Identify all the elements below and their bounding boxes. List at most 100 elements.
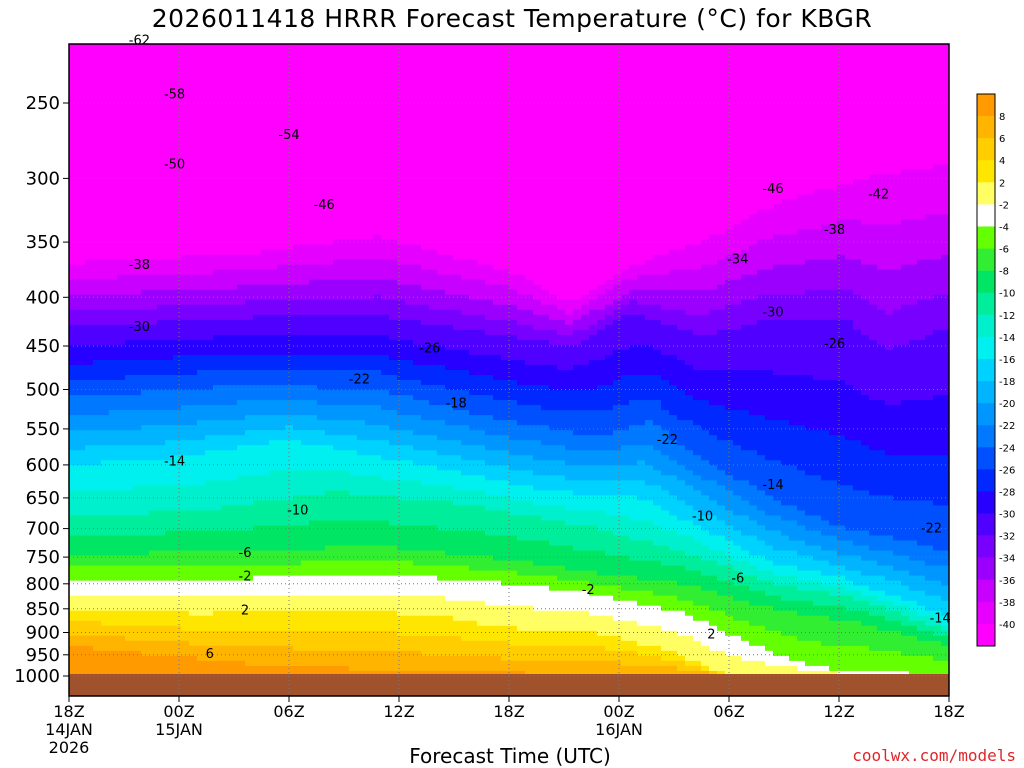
contour-label: -50: [164, 157, 185, 172]
colorbar-label: 6: [999, 134, 1005, 145]
colorbar-swatch: [977, 204, 995, 227]
contour-label: -14: [930, 611, 951, 626]
colorbar-swatch: [977, 425, 995, 448]
colorbar-swatch: [977, 579, 995, 603]
contour-label: -22: [349, 373, 370, 388]
colorbar-label: -8: [999, 267, 1009, 278]
x-axis-label: Forecast Time (UTC): [409, 744, 611, 768]
colorbar-label: 4: [999, 156, 1005, 167]
contour-label: 6: [206, 647, 214, 662]
x-tick-label: 12Z: [383, 702, 414, 721]
contour-label: -26: [824, 337, 845, 352]
colorbar-label: -4: [999, 223, 1009, 234]
colorbar-swatch: [977, 336, 995, 360]
contour-label: -26: [419, 342, 440, 357]
colorbar-swatch: [977, 469, 995, 492]
colorbar-label: -26: [999, 465, 1015, 476]
contour-label: -10: [692, 510, 713, 525]
x-tick-sublabel: 16JAN: [595, 720, 643, 739]
y-tick-label: 850: [26, 599, 60, 620]
colorbar-label: -24: [999, 443, 1015, 454]
contour-label: -14: [762, 478, 783, 493]
colorbar-swatch: [977, 403, 995, 426]
colorbar-label: 2: [999, 178, 1005, 189]
contour-label: -14: [164, 454, 185, 469]
x-tick-label: 00Z: [163, 702, 194, 721]
contour-label: -30: [129, 320, 150, 335]
contour-label: -30: [762, 306, 783, 321]
chart-title: 2026011418 HRRR Forecast Temperature (°C…: [151, 4, 873, 33]
colorbar-swatch: [977, 535, 995, 558]
contour-label: -38: [129, 258, 150, 273]
x-tick-sublabel: 2026: [49, 738, 90, 757]
x-tick-label: 06Z: [273, 702, 304, 721]
contour-label: -38: [824, 223, 845, 238]
colorbar-swatch: [977, 491, 995, 514]
contour-label: -10: [287, 504, 308, 519]
y-tick-label: 700: [26, 519, 60, 540]
y-axis: 250 300 350 400 450 500 550 600 650 700 750 800 850 9…: [14, 93, 69, 687]
colorbar-swatch: [977, 226, 995, 249]
contour-labels: -62-58-54-50-46-46 -42-38-38-34-30-30-26-…: [129, 34, 951, 662]
temperature-field: [69, 44, 949, 696]
colorbar-label: 8: [999, 112, 1005, 123]
x-tick-label: 06Z: [713, 702, 744, 721]
y-tick-label: 900: [26, 623, 60, 644]
contour-label: -46: [762, 182, 783, 197]
colorbar-swatch: [977, 270, 995, 294]
credit-link[interactable]: coolwx.com/models: [852, 746, 1016, 765]
colorbar-swatch: [977, 248, 995, 271]
colorbar-swatch: [977, 557, 995, 581]
colorbar-label: -36: [999, 576, 1015, 587]
colorbar-swatch: [977, 314, 995, 338]
x-tick-sublabel: 15JAN: [155, 720, 203, 739]
y-tick-label: 300: [26, 168, 60, 189]
colorbar-swatch: [977, 94, 995, 117]
x-tick-label: 18Z: [493, 702, 524, 721]
x-tick-label: 00Z: [603, 702, 634, 721]
x-tick-label: 18Z: [53, 702, 84, 721]
contour-label: 2: [241, 603, 249, 618]
colorbar-label: -6: [999, 245, 1009, 256]
contour-label: -58: [164, 88, 185, 103]
colorbar-frame: [976, 93, 996, 647]
colorbar-label: -40: [999, 620, 1015, 631]
y-tick-label: 550: [26, 419, 60, 440]
colorbar-label: -32: [999, 532, 1015, 543]
contour-label: -46: [314, 198, 335, 213]
colorbar-swatch: [977, 292, 995, 316]
colorbar-swatch: [977, 160, 995, 183]
colorbar-label: -28: [999, 487, 1015, 498]
y-tick-label: 400: [26, 287, 60, 308]
colorbar-label: -10: [999, 289, 1015, 300]
y-tick-label: 600: [26, 455, 60, 476]
contour-label: -2: [239, 570, 252, 585]
colorbar-swatch: [977, 358, 995, 382]
colorbar-label: -38: [999, 598, 1015, 609]
contour-label: -18: [446, 396, 467, 411]
colorbar-label: -14: [999, 333, 1015, 344]
contour-label: 2: [707, 627, 715, 642]
colorbar-swatch: [977, 447, 995, 470]
colorbar-label: -34: [999, 554, 1015, 565]
colorbar-label: -18: [999, 377, 1015, 388]
gridlines: [69, 44, 949, 696]
x-tick-label: 18Z: [933, 702, 964, 721]
contour-label: -22: [921, 522, 942, 537]
x-tick-sublabel: 14JAN: [45, 720, 93, 739]
x-tick-label: 12Z: [823, 702, 854, 721]
contour-label: -34: [727, 252, 748, 267]
colorbar-label: -2: [999, 200, 1009, 211]
y-tick-label: 750: [26, 547, 60, 568]
colorbar-label: -12: [999, 311, 1015, 322]
colorbar: 8 6 4 2 -2 -4 -6 -8 -10 -12 -14 -16 -18 -20 -22 -24 -26 -…: [976, 93, 1015, 647]
contour-label: -22: [657, 433, 678, 448]
y-tick-label: 650: [26, 488, 60, 509]
contour-label: -6: [731, 572, 744, 587]
colorbar-label: -30: [999, 510, 1015, 521]
contour-label: -6: [239, 546, 252, 561]
y-tick-label: 250: [26, 93, 60, 114]
y-tick-label: 800: [26, 574, 60, 595]
colorbar-swatch: [977, 513, 995, 536]
